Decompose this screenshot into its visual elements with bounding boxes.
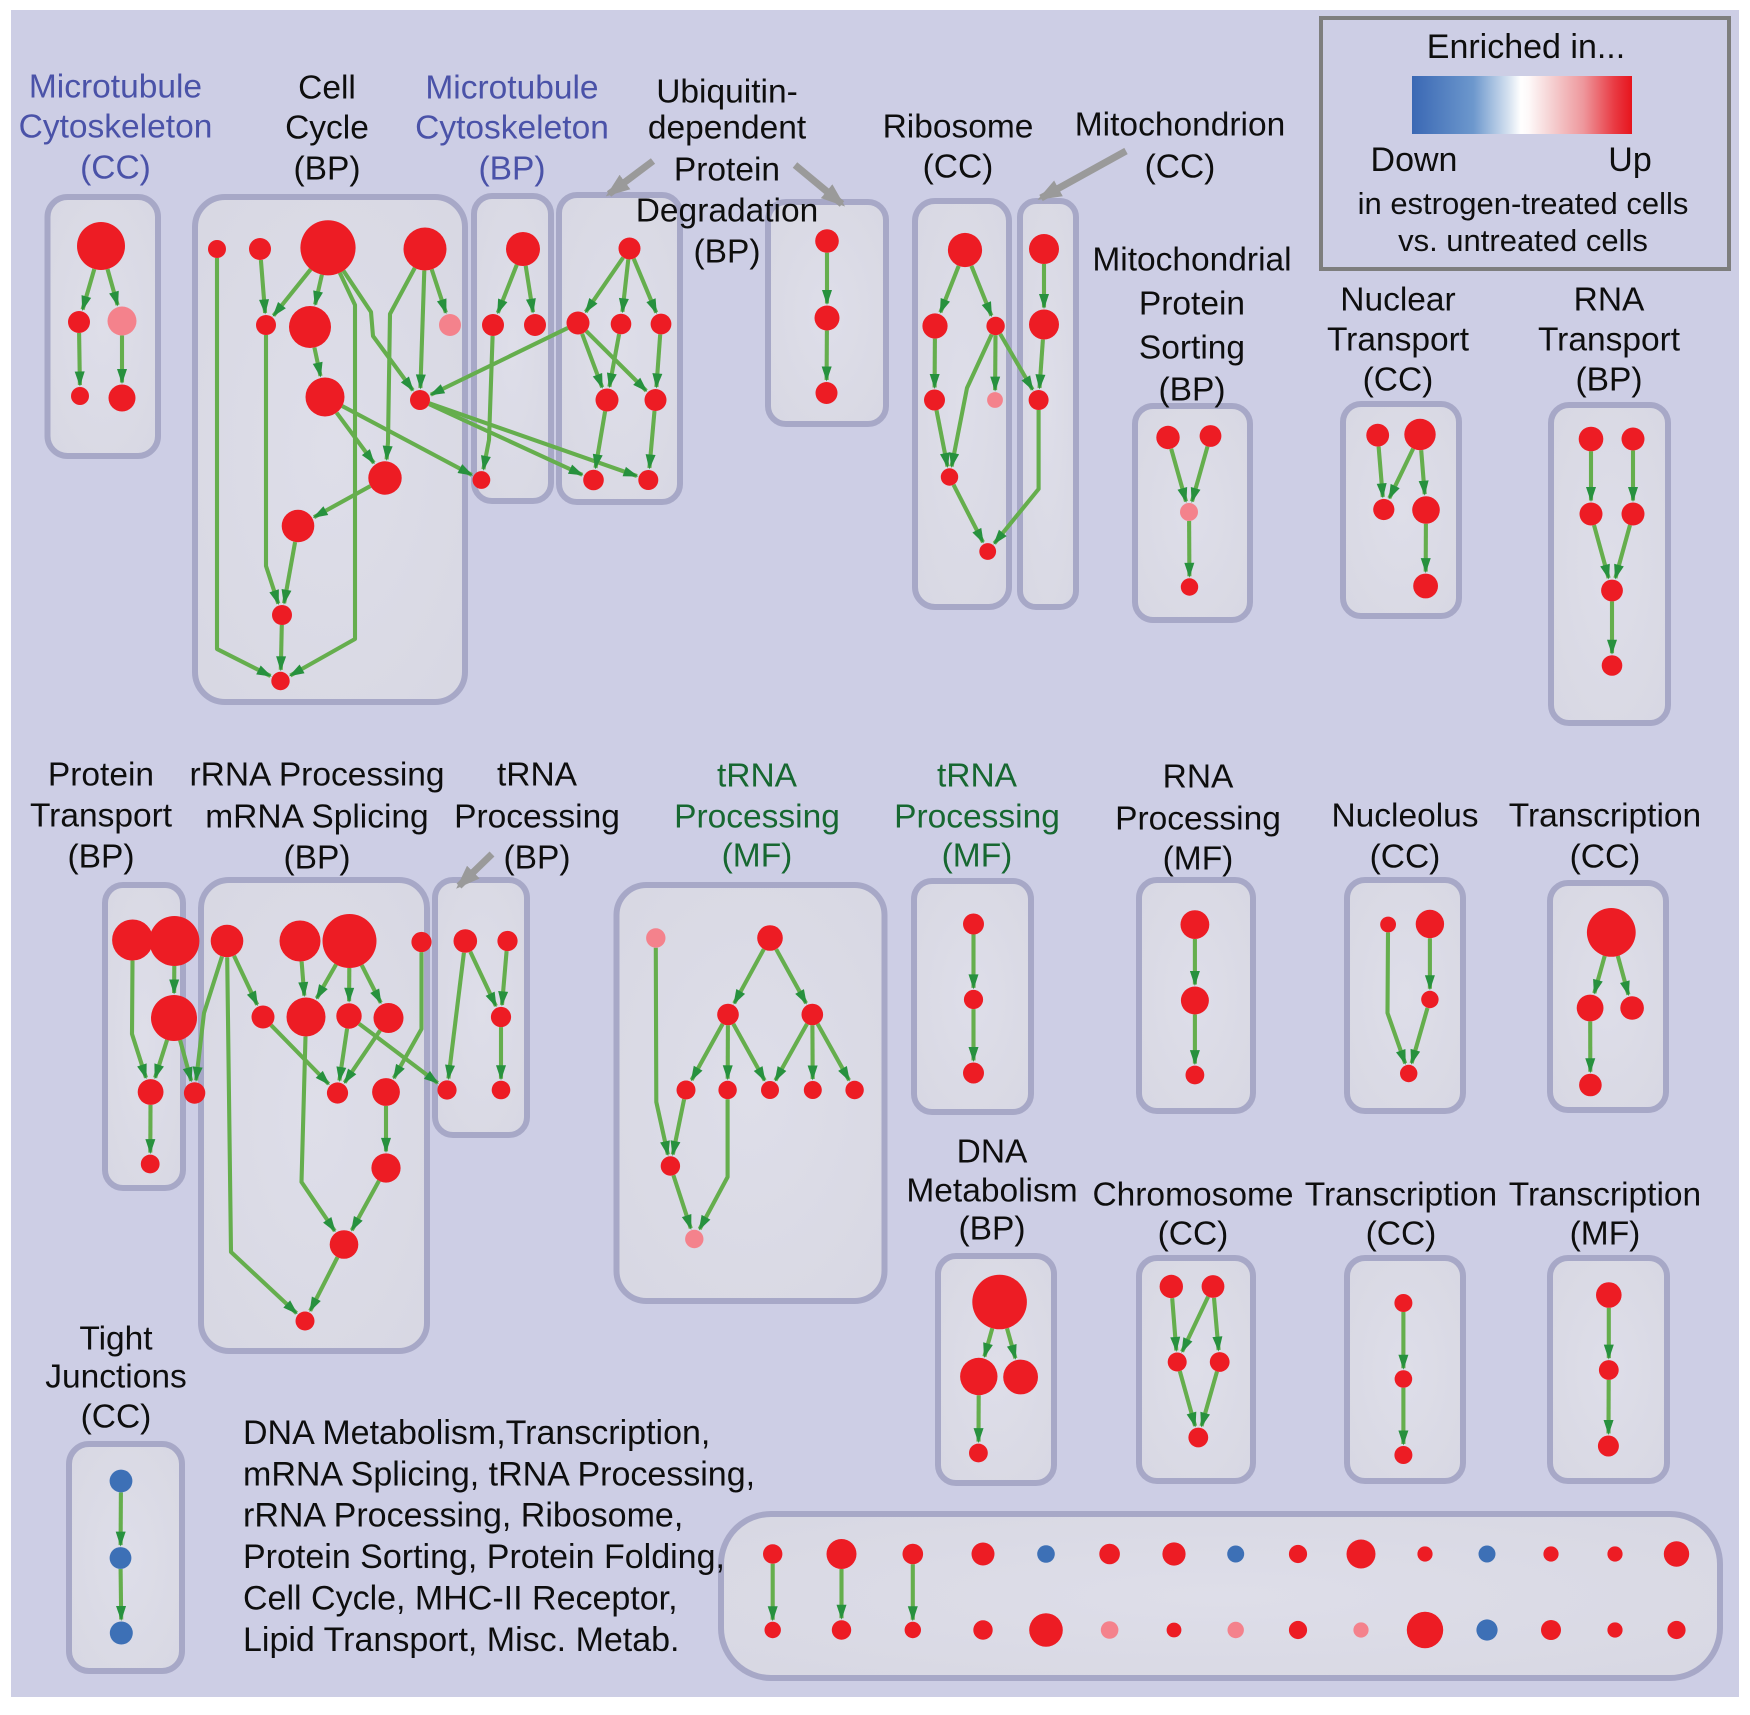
svg-text:mRNA Splicing, tRNA Processing: mRNA Splicing, tRNA Processing,: [243, 1455, 755, 1493]
svg-text:Processing: Processing: [894, 799, 1060, 836]
svg-text:(BP): (BP): [504, 840, 571, 877]
svg-text:Protein: Protein: [674, 152, 780, 189]
svg-text:(CC): (CC): [81, 1399, 152, 1436]
svg-text:Transport: Transport: [1327, 322, 1470, 359]
svg-text:dependent: dependent: [648, 110, 807, 147]
svg-text:Transport: Transport: [1538, 322, 1681, 359]
svg-text:Transport: Transport: [30, 798, 173, 835]
svg-text:Ubiquitin-: Ubiquitin-: [656, 74, 798, 111]
svg-text:(CC): (CC): [1145, 149, 1216, 186]
svg-text:Sorting: Sorting: [1139, 330, 1245, 367]
svg-text:rRNA Processing, Ribosome,: rRNA Processing, Ribosome,: [243, 1497, 683, 1535]
svg-text:Cycle: Cycle: [285, 110, 369, 147]
svg-text:Mitochondrial: Mitochondrial: [1092, 242, 1291, 279]
svg-text:(BP): (BP): [68, 839, 135, 876]
svg-text:(CC): (CC): [1158, 1216, 1229, 1253]
svg-text:Processing: Processing: [674, 799, 840, 836]
svg-text:Transcription: Transcription: [1305, 1177, 1497, 1214]
svg-text:Enriched in...: Enriched in...: [1427, 28, 1625, 66]
svg-text:Protein: Protein: [48, 757, 154, 794]
svg-text:(CC): (CC): [1370, 839, 1441, 876]
svg-text:(CC): (CC): [1570, 839, 1641, 876]
svg-text:Cytoskeleton: Cytoskeleton: [415, 110, 609, 147]
svg-text:DNA Metabolism,Transcription,: DNA Metabolism,Transcription,: [243, 1414, 710, 1452]
svg-text:tRNA: tRNA: [937, 758, 1018, 795]
svg-text:Down: Down: [1371, 141, 1458, 179]
svg-text:RNA: RNA: [1163, 759, 1234, 796]
svg-text:Cytoskeleton: Cytoskeleton: [19, 109, 213, 146]
svg-text:Metabolism: Metabolism: [906, 1173, 1077, 1210]
svg-text:tRNA: tRNA: [497, 757, 578, 794]
svg-text:RNA: RNA: [1574, 282, 1645, 319]
svg-text:Up: Up: [1608, 141, 1651, 179]
svg-text:Processing: Processing: [454, 799, 620, 836]
svg-text:DNA: DNA: [957, 1134, 1028, 1171]
svg-text:in estrogen-treated cells: in estrogen-treated cells: [1358, 186, 1689, 221]
svg-text:Tight: Tight: [79, 1321, 153, 1358]
svg-text:Protein: Protein: [1139, 286, 1245, 323]
svg-text:(BP): (BP): [694, 234, 761, 271]
svg-text:(MF): (MF): [1570, 1216, 1641, 1253]
svg-text:Degradation: Degradation: [636, 193, 819, 230]
svg-text:(CC): (CC): [1363, 362, 1434, 399]
svg-text:Chromosome: Chromosome: [1092, 1177, 1293, 1214]
svg-text:Cell: Cell: [298, 70, 356, 107]
svg-text:Nucleolus: Nucleolus: [1331, 798, 1478, 835]
svg-text:Transcription: Transcription: [1509, 1177, 1701, 1214]
svg-text:Mitochondrion: Mitochondrion: [1075, 107, 1285, 144]
svg-text:(CC): (CC): [80, 150, 151, 187]
svg-text:(CC): (CC): [1366, 1216, 1437, 1253]
svg-text:Processing: Processing: [1115, 801, 1281, 838]
svg-text:mRNA Splicing: mRNA Splicing: [205, 799, 428, 836]
svg-text:(MF): (MF): [1163, 841, 1234, 878]
svg-text:Microtubule: Microtubule: [29, 69, 202, 106]
svg-text:tRNA: tRNA: [717, 758, 798, 795]
svg-text:Protein Sorting, Protein Foldi: Protein Sorting, Protein Folding,: [243, 1538, 725, 1576]
svg-text:Ribosome: Ribosome: [883, 109, 1034, 146]
svg-text:(BP): (BP): [1576, 362, 1643, 399]
svg-text:Lipid Transport, Misc. Metab.: Lipid Transport, Misc. Metab.: [243, 1621, 680, 1659]
svg-text:(MF): (MF): [942, 838, 1013, 875]
svg-text:Microtubule: Microtubule: [425, 70, 598, 107]
svg-text:(BP): (BP): [959, 1211, 1026, 1248]
svg-text:(CC): (CC): [923, 149, 994, 186]
svg-text:(BP): (BP): [284, 840, 351, 877]
svg-text:(BP): (BP): [479, 151, 546, 188]
svg-text:vs. untreated cells: vs. untreated cells: [1398, 223, 1648, 258]
svg-text:(MF): (MF): [722, 838, 793, 875]
svg-text:rRNA Processing: rRNA Processing: [189, 757, 444, 794]
svg-text:Transcription: Transcription: [1509, 798, 1701, 835]
svg-text:Cell Cycle, MHC-II Receptor,: Cell Cycle, MHC-II Receptor,: [243, 1580, 678, 1618]
svg-text:Nuclear: Nuclear: [1340, 282, 1455, 319]
svg-text:(BP): (BP): [294, 151, 361, 188]
svg-text:Junctions: Junctions: [45, 1359, 187, 1396]
svg-text:(BP): (BP): [1159, 372, 1226, 409]
